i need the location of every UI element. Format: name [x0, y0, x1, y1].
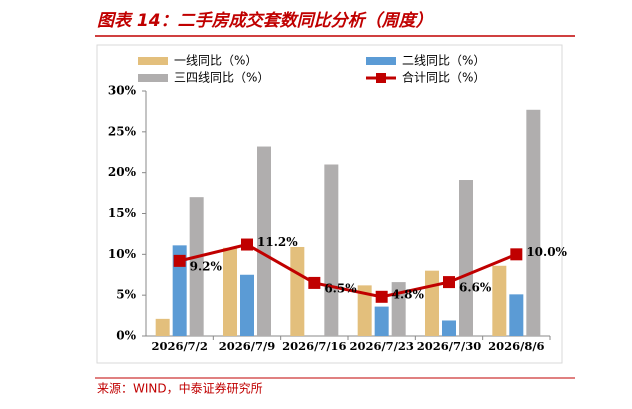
x-tick-label: 2026/7/23	[349, 339, 413, 353]
data-label: 6.5%	[324, 281, 357, 295]
legend-swatch	[138, 57, 168, 65]
y-tick-label: 5%	[116, 288, 136, 302]
bar	[492, 265, 507, 336]
x-tick-label: 2026/7/30	[417, 339, 481, 353]
source: 来源：WIND，中泰证券研究所	[97, 381, 263, 396]
legend-label: 三四线同比（%）	[174, 71, 269, 85]
marker	[375, 290, 388, 303]
marker	[241, 238, 253, 251]
x-tick-label: 2026/8/6	[488, 339, 544, 353]
bar	[189, 197, 204, 336]
bar	[324, 164, 339, 336]
x-tick-label: 2026/7/2	[151, 339, 207, 353]
marker	[510, 248, 523, 261]
x-tick-label: 2026/7/16	[282, 339, 346, 353]
data-label: 6.6%	[459, 281, 492, 295]
y-tick-label: 20%	[108, 165, 137, 179]
bar	[172, 245, 187, 336]
legend-label: 合计同比（%）	[402, 70, 485, 85]
bar	[374, 306, 389, 336]
bar	[223, 247, 237, 336]
legend-label: 二线同比（%）	[402, 54, 485, 68]
y-tick-label: 30%	[108, 84, 137, 98]
y-tick-label: 0%	[116, 329, 136, 343]
bar	[425, 270, 439, 336]
chart-frame	[96, 44, 563, 364]
bar	[240, 274, 254, 336]
legend-swatch	[138, 74, 168, 82]
legend-swatch	[366, 57, 396, 65]
marker	[173, 254, 186, 267]
marker	[308, 276, 321, 289]
bar	[290, 246, 305, 336]
bar	[509, 294, 524, 336]
y-tick-label: 25%	[108, 124, 137, 138]
bar	[155, 318, 170, 336]
bar	[257, 146, 271, 336]
data-label: 4.8%	[392, 287, 425, 301]
x-tick-label: 2026/7/9	[219, 339, 275, 353]
title: 图表 14：二手房成交套数同比分析（周度）	[97, 11, 433, 31]
data-label: 10.0%	[526, 245, 567, 259]
legend-swatch	[376, 73, 386, 83]
bar	[526, 109, 541, 337]
bar	[459, 180, 473, 336]
legend-label: 一线同比（%）	[174, 54, 257, 68]
bar	[357, 285, 372, 336]
marker	[443, 276, 455, 289]
y-tick-label: 15%	[108, 206, 137, 220]
data-label: 9.2%	[190, 259, 223, 273]
bar	[442, 320, 456, 336]
line	[179, 242, 517, 299]
data-label: 11.2%	[257, 235, 298, 249]
y-tick-label: 10%	[108, 247, 137, 261]
bar	[391, 282, 406, 336]
